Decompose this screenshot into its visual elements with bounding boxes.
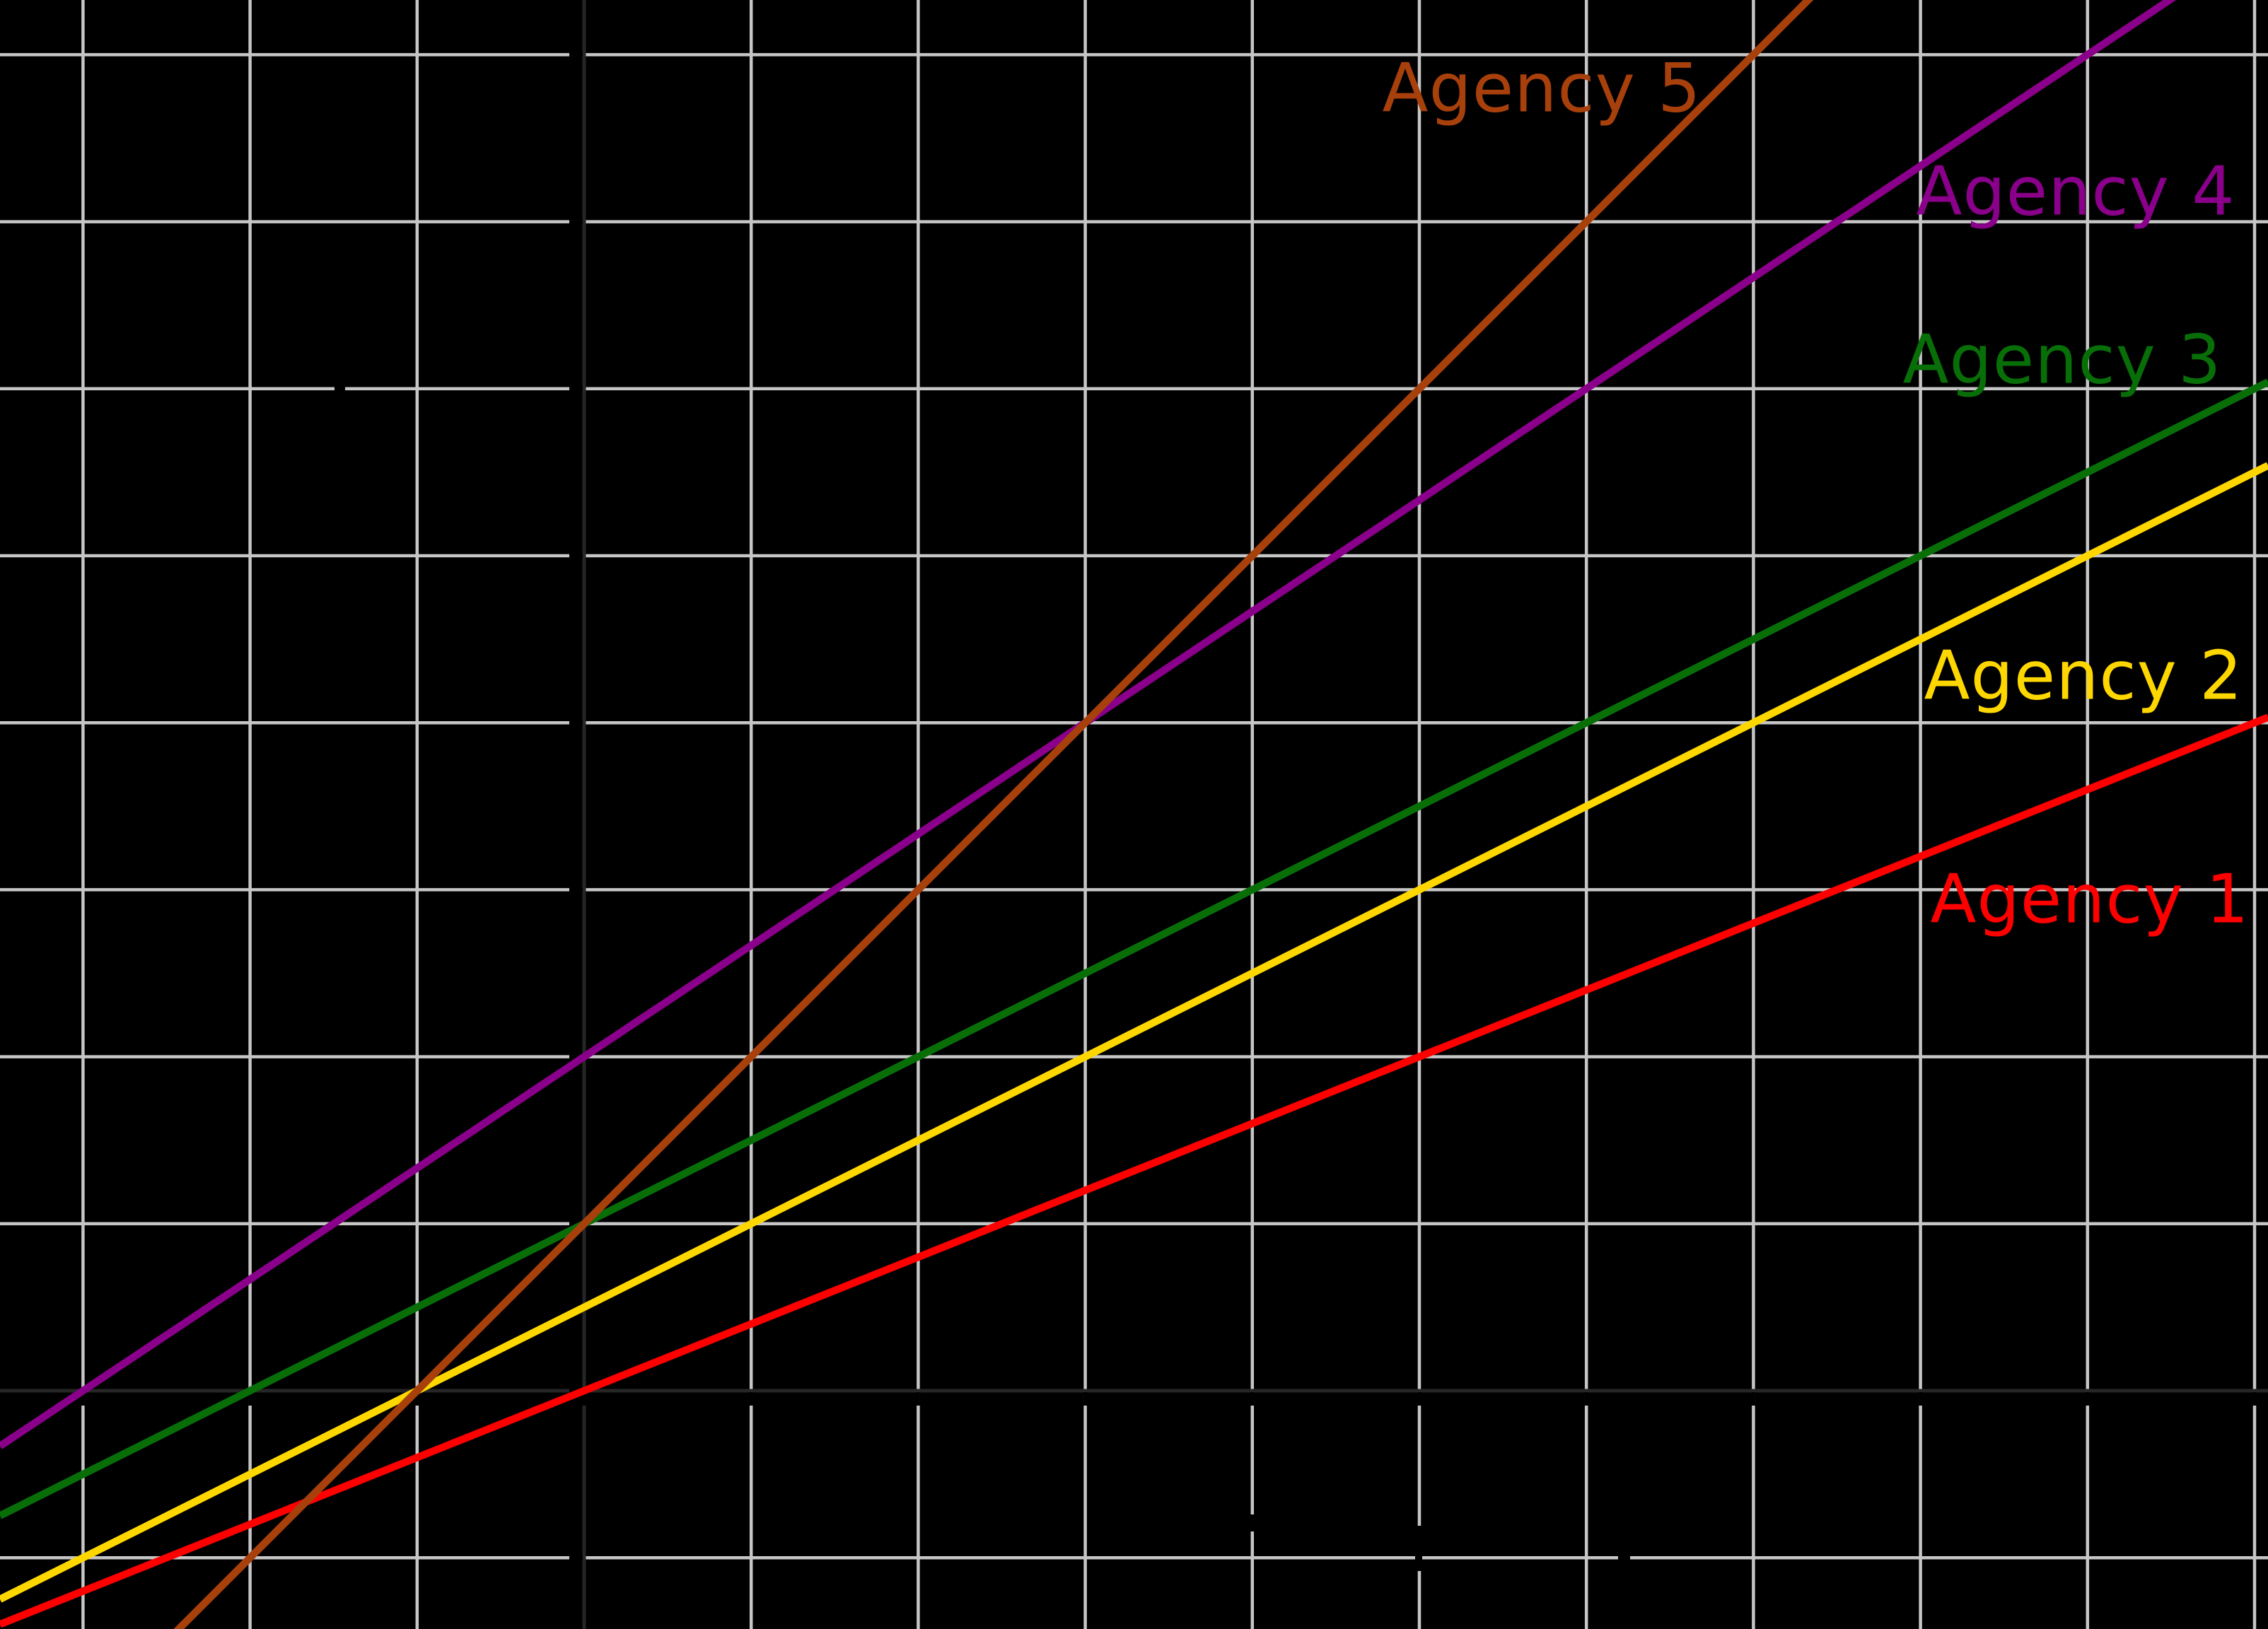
series-label-agency-2: Agency 2 [1924,637,2243,716]
series-label-agency-4: Agency 4 [1916,153,2235,231]
series-line-agency-1 [0,713,2268,1628]
text-fragment-artifact [1415,1526,1422,1571]
series-label-agency-5: Agency 5 [1382,49,1702,128]
text-fragment-artifact [335,386,345,393]
series-line-agency-4 [0,0,2177,1449]
text-fragment-artifact [1618,1551,1630,1562]
series-line-agency-3 [0,378,2268,1519]
series-line-agency-2 [0,462,2268,1603]
text-fragment-artifact [1248,1514,1255,1531]
series-label-agency-1: Agency 1 [1930,860,2250,939]
series-label-agency-3: Agency 3 [1902,321,2222,399]
